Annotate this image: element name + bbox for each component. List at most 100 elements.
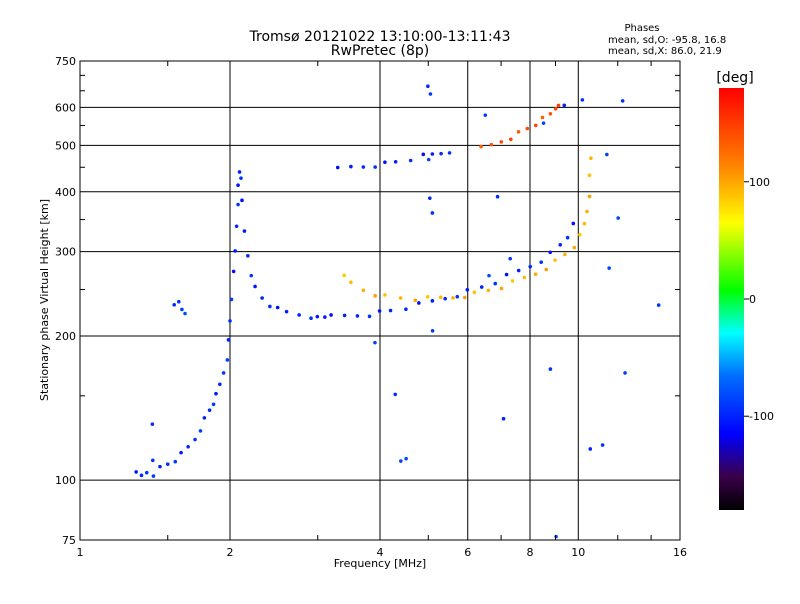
data-point bbox=[225, 358, 230, 362]
data-point bbox=[544, 267, 549, 272]
data-point bbox=[504, 272, 509, 277]
data-point bbox=[607, 266, 611, 270]
series-f1-cusp bbox=[231, 170, 327, 321]
data-point bbox=[150, 422, 155, 426]
data-point bbox=[501, 416, 506, 421]
x-tick-label: 1 bbox=[77, 546, 84, 559]
data-point bbox=[268, 304, 272, 309]
data-point bbox=[600, 443, 605, 447]
data-point bbox=[443, 296, 447, 301]
data-point bbox=[417, 301, 421, 305]
y-axis-label: Stationary phase Virtual Height [km] bbox=[38, 199, 51, 401]
y-tick-label: 750 bbox=[55, 55, 76, 68]
data-point bbox=[516, 130, 521, 134]
data-point bbox=[479, 144, 483, 149]
data-point bbox=[214, 391, 218, 396]
data-point bbox=[516, 268, 521, 273]
data-point bbox=[180, 307, 184, 312]
data-point bbox=[510, 279, 515, 283]
data-point bbox=[284, 309, 289, 314]
data-point bbox=[451, 296, 455, 300]
data-point bbox=[349, 164, 353, 169]
data-point bbox=[587, 194, 592, 199]
data-point bbox=[528, 264, 533, 269]
data-point bbox=[144, 470, 149, 475]
data-point bbox=[179, 450, 183, 455]
data-point bbox=[428, 92, 433, 96]
data-point bbox=[553, 258, 557, 262]
data-point bbox=[430, 299, 435, 303]
data-point bbox=[465, 288, 470, 292]
data-point bbox=[361, 165, 366, 169]
data-point bbox=[253, 284, 257, 289]
data-point bbox=[489, 142, 494, 147]
data-point bbox=[479, 285, 484, 289]
data-point bbox=[556, 103, 561, 108]
data-point bbox=[408, 158, 413, 163]
data-point bbox=[373, 340, 377, 345]
data-point bbox=[237, 170, 242, 174]
data-point bbox=[572, 245, 577, 250]
phases-header: Phases bbox=[624, 23, 659, 34]
data-point bbox=[553, 107, 558, 111]
y-tick-label: 200 bbox=[55, 330, 76, 343]
data-point bbox=[447, 151, 452, 155]
data-point bbox=[246, 254, 250, 258]
series-f2-x-mode bbox=[342, 156, 593, 303]
data-point bbox=[589, 156, 593, 161]
data-point bbox=[398, 296, 403, 300]
data-point bbox=[588, 447, 593, 451]
data-point bbox=[438, 295, 443, 300]
data-point bbox=[548, 367, 553, 371]
data-point bbox=[620, 99, 625, 103]
colorbar-tick-label: 100 bbox=[749, 176, 770, 189]
data-point bbox=[297, 313, 301, 317]
data-point bbox=[207, 408, 212, 412]
data-point bbox=[483, 113, 488, 117]
data-point bbox=[509, 137, 513, 142]
data-point bbox=[399, 459, 403, 463]
data-point bbox=[541, 121, 546, 125]
series-e-region-trace bbox=[134, 297, 234, 478]
data-point bbox=[426, 157, 431, 162]
data-points bbox=[134, 84, 661, 539]
data-point bbox=[578, 232, 582, 237]
data-point bbox=[229, 297, 234, 302]
data-point bbox=[508, 256, 512, 261]
data-point bbox=[165, 462, 170, 466]
data-point bbox=[585, 209, 589, 214]
y-tick-label: 75 bbox=[62, 534, 76, 547]
data-point bbox=[234, 224, 239, 229]
data-point bbox=[172, 302, 177, 307]
data-point bbox=[404, 456, 408, 461]
data-point bbox=[455, 294, 460, 299]
data-point bbox=[193, 437, 197, 442]
data-point bbox=[151, 458, 155, 463]
data-point bbox=[430, 152, 435, 156]
data-point bbox=[236, 202, 240, 207]
data-point bbox=[388, 308, 393, 313]
axis-ticks: 1 2 4 6 8 10 16 75 100 200 300 400 500 600 750 bbox=[55, 55, 687, 559]
x-tick-label: 8 bbox=[527, 546, 534, 559]
data-point bbox=[151, 474, 156, 478]
data-point bbox=[383, 293, 387, 297]
data-point bbox=[323, 315, 327, 319]
data-point bbox=[242, 229, 247, 233]
data-point bbox=[218, 382, 222, 387]
data-point bbox=[571, 221, 576, 226]
data-point bbox=[393, 392, 398, 397]
x-tick-label: 10 bbox=[571, 546, 585, 559]
data-point bbox=[383, 160, 387, 164]
data-point bbox=[487, 273, 491, 278]
data-point bbox=[176, 299, 181, 304]
data-point bbox=[240, 198, 244, 203]
x-tick-label: 2 bbox=[227, 546, 234, 559]
data-point bbox=[539, 260, 543, 265]
data-point bbox=[211, 402, 216, 407]
data-point bbox=[202, 416, 207, 420]
data-point bbox=[533, 123, 538, 128]
y-tick-label: 300 bbox=[55, 246, 76, 259]
data-point bbox=[158, 464, 162, 469]
